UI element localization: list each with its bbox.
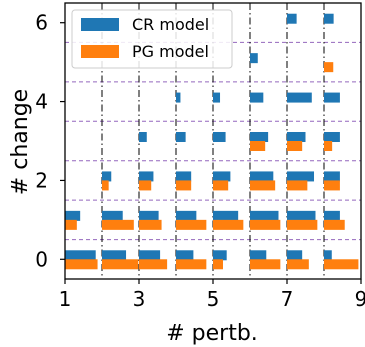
pg-bar-p1-c1 (65, 219, 77, 230)
cr-bar-p3-c1 (139, 210, 159, 221)
cr-bar-p7-c3 (287, 132, 306, 142)
pg-bar-p2-c1 (102, 219, 134, 230)
pg-bar-p4-c1 (176, 219, 207, 230)
cr-bar-p5-c2 (213, 171, 231, 182)
pg-bar-p5-c2 (213, 180, 229, 191)
cr-bar-p7-c6 (287, 13, 297, 24)
pg-bar-p7-c1 (287, 219, 318, 230)
y-tick-label-0: 0 (35, 247, 48, 271)
cr-bar-p5-c0 (213, 250, 227, 261)
cr-bar-p6-c5 (250, 53, 258, 64)
cr-bar-p2-c1 (102, 210, 123, 221)
cr-bar-p3-c0 (139, 250, 161, 261)
pg-bar-p6-c1 (250, 219, 281, 230)
cr-bar-p4-c4 (176, 92, 181, 103)
cr-bar-p8-c0 (324, 250, 332, 261)
pg-bar-p2-c0 (102, 259, 139, 270)
y-tick-label-1: 2 (35, 168, 48, 192)
legend-label-pg: PG model (132, 42, 209, 61)
cr-bar-p8-c4 (324, 92, 340, 103)
pg-bar-p4-c2 (176, 180, 192, 191)
cr-bar-p3-c2 (139, 171, 154, 182)
cr-bar-p4-c0 (176, 250, 194, 261)
pg-bar-p6-c2 (250, 180, 276, 191)
cr-bar-p4-c3 (176, 132, 186, 142)
pg-bar-p7-c0 (287, 259, 309, 270)
cr-bar-p8-c2 (324, 171, 340, 182)
cr-bar-p4-c2 (176, 171, 192, 182)
pg-bar-p6-c0 (250, 259, 281, 270)
cr-bar-p5-c1 (213, 210, 239, 221)
pg-bar-p3-c0 (139, 259, 168, 270)
pg-bar-p5-c1 (213, 219, 244, 230)
pg-bar-p4-c0 (176, 259, 207, 270)
pg-bar-p3-c1 (139, 219, 162, 230)
pg-bar-p5-c0 (213, 259, 223, 270)
pg-bar-p8-c5 (324, 62, 334, 73)
cr-bar-p2-c0 (102, 250, 127, 261)
y-axis-label: # change (8, 89, 33, 195)
x-tick-label-2: 5 (207, 287, 220, 311)
x-tick-label-0: 1 (59, 287, 72, 311)
pg-bar-p8-c1 (324, 219, 345, 230)
cr-bar-p8-c3 (324, 132, 340, 142)
pg-bar-p3-c2 (139, 180, 152, 191)
tick-labels: 1 3 5 7 9 0 2 4 6 (35, 11, 365, 311)
cr-bar-p7-c4 (287, 92, 312, 103)
x-tick-label-1: 3 (133, 287, 146, 311)
legend-swatch-pg (81, 45, 119, 58)
cr-bar-p7-c2 (287, 171, 315, 182)
y-tick-label-3: 6 (35, 11, 48, 35)
legend-label-cr: CR model (132, 15, 209, 34)
cr-bar-p5-c3 (213, 132, 226, 142)
cr-bar-p1-c1 (65, 210, 81, 221)
x-tick-label-4: 9 (355, 287, 365, 311)
cr-bar-p3-c3 (139, 132, 147, 142)
cr-bar-p8-c6 (324, 13, 334, 24)
cr-bar-p6-c4 (250, 92, 264, 103)
x-tick-label-3: 7 (281, 287, 294, 311)
pg-bar-p6-c3 (250, 141, 266, 151)
cr-bar-p8-c1 (324, 210, 340, 221)
cr-bar-p1-c0 (65, 250, 96, 261)
pg-bar-p8-c3 (324, 141, 333, 151)
cr-bar-p7-c1 (287, 210, 316, 221)
legend-swatch-cr (81, 18, 119, 31)
pg-bar-p2-c2 (102, 180, 109, 191)
bars (65, 13, 359, 270)
pg-bar-p8-c2 (324, 180, 340, 191)
cr-bar-p6-c0 (250, 250, 267, 261)
cr-bar-p5-c4 (213, 92, 221, 103)
legend: CR model PG model (71, 9, 233, 69)
pg-bar-p7-c3 (287, 141, 303, 151)
cr-bar-p6-c2 (250, 171, 274, 182)
pg-bar-p8-c0 (324, 259, 359, 270)
cr-bar-p2-c2 (102, 171, 112, 182)
cr-bar-p6-c1 (250, 210, 279, 221)
x-axis-label: # pertb. (166, 321, 258, 346)
pg-bar-p7-c2 (287, 180, 308, 191)
pg-bar-p1-c0 (65, 259, 98, 270)
y-tick-label-2: 4 (35, 90, 48, 114)
cr-bar-p4-c1 (176, 210, 197, 221)
cr-bar-p6-c3 (250, 132, 269, 142)
cr-bar-p7-c0 (287, 250, 303, 261)
